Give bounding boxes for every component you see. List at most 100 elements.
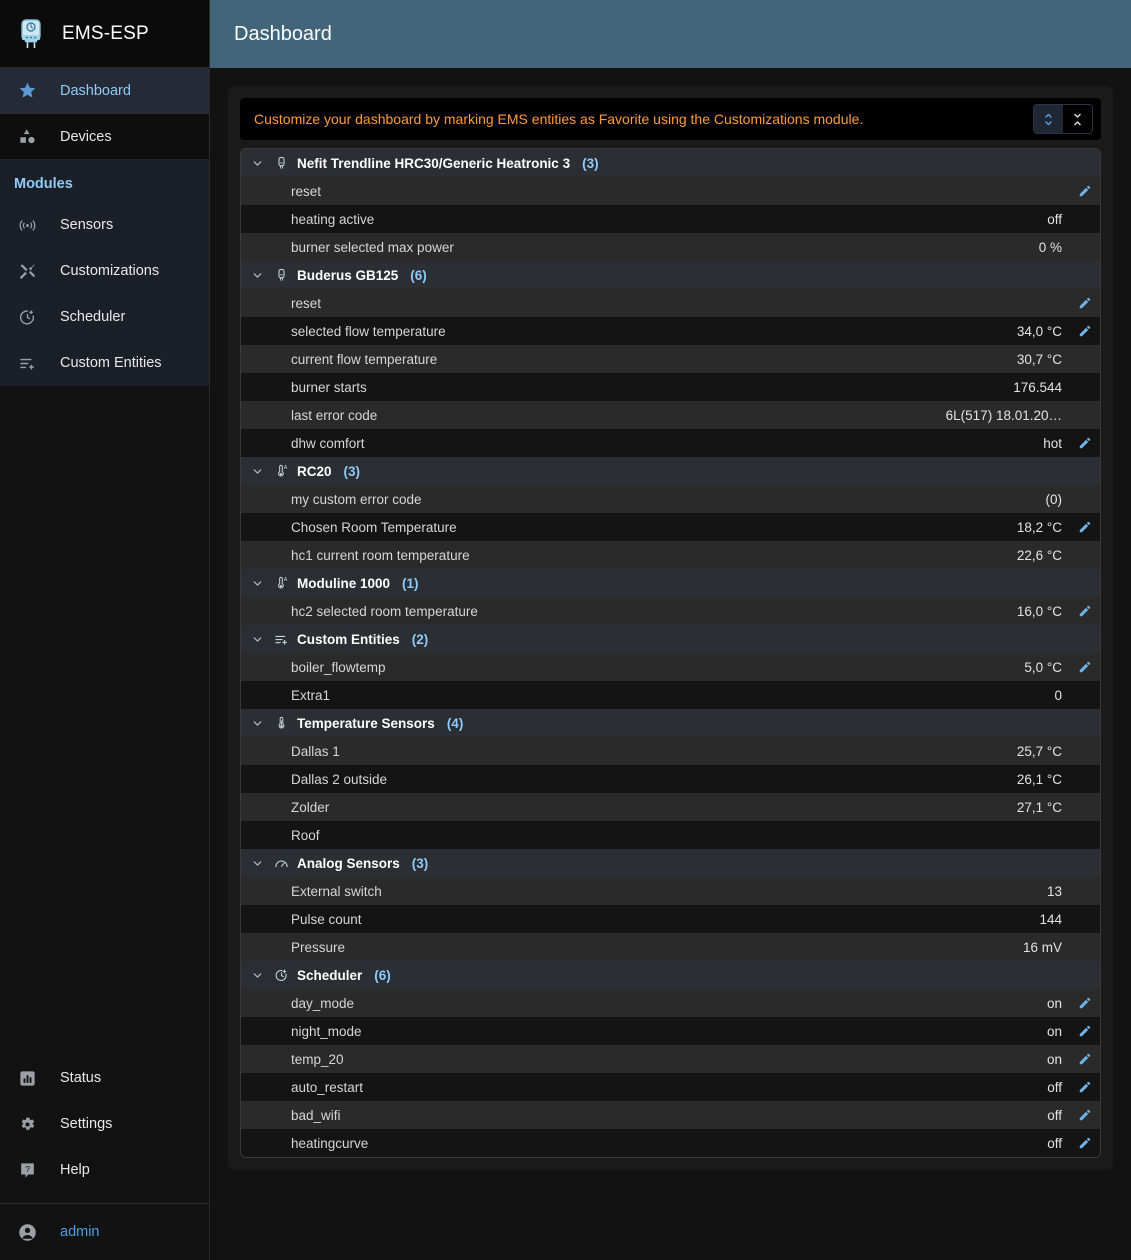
entity-name: boiler_flowtemp	[291, 659, 386, 675]
entity-name: selected flow temperature	[291, 323, 446, 339]
group-header[interactable]: Analog Sensors (3)	[241, 849, 1100, 877]
entity-value: 16 mV	[1022, 939, 1062, 955]
group-header[interactable]: Custom Entities (2)	[241, 625, 1100, 653]
chevron-down-icon[interactable]	[251, 717, 265, 730]
sidebar-item-customizations[interactable]: Customizations	[0, 248, 209, 294]
edit-pencil-icon[interactable]	[1070, 660, 1092, 674]
entity-value: 6L(517) 18.01.20…	[945, 407, 1062, 423]
sidebar-item-settings[interactable]: Settings	[0, 1101, 209, 1147]
table-row[interactable]: reset	[241, 289, 1100, 317]
entity-name: External switch	[291, 883, 382, 899]
clock-plus-icon	[273, 968, 289, 983]
entity-name: reset	[291, 295, 322, 311]
edit-pencil-icon[interactable]	[1070, 184, 1092, 198]
alert-button-group	[1033, 104, 1093, 134]
question-icon: ?	[14, 1161, 40, 1180]
group-header[interactable]: Nefit Trendline HRC30/Generic Heatronic …	[241, 149, 1100, 177]
sidebar-item-devices[interactable]: Devices	[0, 114, 209, 160]
table-row[interactable]: selected flow temperature 34,0 °C	[241, 317, 1100, 345]
edit-pencil-icon[interactable]	[1070, 1108, 1092, 1122]
sidebar-bottom-nav: Status Settings ?	[0, 1055, 209, 1260]
table-row[interactable]: hc2 selected room temperature 16,0 °C	[241, 597, 1100, 625]
table-row[interactable]: boiler_flowtemp 5,0 °C	[241, 653, 1100, 681]
sidebar-item-scheduler[interactable]: Scheduler	[0, 294, 209, 340]
entity-value: 27,1 °C	[1016, 799, 1062, 815]
table-row[interactable]: auto_restart off	[241, 1073, 1100, 1101]
sidebar-item-help[interactable]: ? Help	[0, 1147, 209, 1193]
table-row[interactable]: last error code 6L(517) 18.01.20…	[241, 401, 1100, 429]
table-row[interactable]: reset	[241, 177, 1100, 205]
entity-name: hc2 selected room temperature	[291, 603, 478, 619]
table-row[interactable]: Roof	[241, 821, 1100, 849]
table-row[interactable]: Chosen Room Temperature 18,2 °C	[241, 513, 1100, 541]
modules-label: Modules	[14, 176, 73, 192]
sidebar-item-user-label: admin	[60, 1224, 100, 1240]
entity-value: off	[1047, 211, 1062, 227]
table-row[interactable]: Extra1 0	[241, 681, 1100, 709]
group-count: (6)	[374, 967, 391, 983]
edit-pencil-icon[interactable]	[1070, 436, 1092, 450]
entity-value: 5,0 °C	[1024, 659, 1062, 675]
sidebar-item-custom-entities[interactable]: Custom Entities	[0, 340, 209, 386]
group-header[interactable]: Buderus GB125 (6)	[241, 261, 1100, 289]
table-row[interactable]: External switch 13	[241, 877, 1100, 905]
chart-bar-icon	[14, 1069, 40, 1088]
edit-pencil-icon[interactable]	[1070, 1080, 1092, 1094]
edit-pencil-icon[interactable]	[1070, 520, 1092, 534]
sidebar-item-sensors[interactable]: Sensors	[0, 202, 209, 248]
table-row[interactable]: hc1 current room temperature 22,6 °C	[241, 541, 1100, 569]
table-row[interactable]: temp_20 on	[241, 1045, 1100, 1073]
edit-pencil-icon[interactable]	[1070, 996, 1092, 1010]
table-row[interactable]: Pulse count 144	[241, 905, 1100, 933]
account-circle-icon	[14, 1222, 40, 1243]
edit-pencil-icon[interactable]	[1070, 1024, 1092, 1038]
group-title: Moduline 1000	[297, 575, 391, 591]
edit-pencil-icon[interactable]	[1070, 1052, 1092, 1066]
group-header[interactable]: RC20 (3)	[241, 457, 1100, 485]
chevron-down-icon[interactable]	[251, 157, 265, 170]
unfold-less-icon[interactable]	[1063, 105, 1092, 133]
table-row[interactable]: Pressure 16 mV	[241, 933, 1100, 961]
table-row[interactable]: day_mode on	[241, 989, 1100, 1017]
edit-pencil-icon[interactable]	[1070, 604, 1092, 618]
group-header[interactable]: Moduline 1000 (1)	[241, 569, 1100, 597]
entity-value: 176.544	[1013, 379, 1062, 395]
group-title: Buderus GB125	[297, 267, 399, 283]
table-row[interactable]: my custom error code (0)	[241, 485, 1100, 513]
group-header[interactable]: Scheduler (6)	[241, 961, 1100, 989]
chevron-down-icon[interactable]	[251, 633, 265, 646]
group-header[interactable]: Temperature Sensors (4)	[241, 709, 1100, 737]
chevron-down-icon[interactable]	[251, 465, 265, 478]
sidebar-item-user[interactable]: admin	[0, 1204, 209, 1260]
entity-name: night_mode	[291, 1023, 362, 1039]
entity-name: Dallas 1	[291, 743, 340, 759]
sidebar-item-dashboard[interactable]: Dashboard	[0, 68, 209, 114]
unfold-more-icon[interactable]	[1034, 105, 1063, 133]
boiler-device-icon	[273, 156, 289, 171]
table-row[interactable]: Dallas 2 outside 26,1 °C	[241, 765, 1100, 793]
table-row[interactable]: night_mode on	[241, 1017, 1100, 1045]
entity-value: 0 %	[1038, 239, 1062, 255]
primary-nav: Dashboard Devices	[0, 68, 209, 160]
table-row[interactable]: heatingcurve off	[241, 1129, 1100, 1157]
edit-pencil-icon[interactable]	[1070, 296, 1092, 310]
chevron-down-icon[interactable]	[251, 269, 265, 282]
group-title: Nefit Trendline HRC30/Generic Heatronic …	[297, 155, 571, 171]
sensor-broadcast-icon	[14, 216, 40, 235]
table-row[interactable]: bad_wifi off	[241, 1101, 1100, 1129]
edit-pencil-icon[interactable]	[1070, 324, 1092, 338]
table-row[interactable]: burner starts 176.544	[241, 373, 1100, 401]
sidebar-item-help-label: Help	[60, 1162, 90, 1178]
chevron-down-icon[interactable]	[251, 969, 265, 982]
chevron-down-icon[interactable]	[251, 857, 265, 870]
table-row[interactable]: Dallas 1 25,7 °C	[241, 737, 1100, 765]
table-row[interactable]: Zolder 27,1 °C	[241, 793, 1100, 821]
edit-pencil-icon[interactable]	[1070, 1136, 1092, 1150]
table-row[interactable]: heating active off	[241, 205, 1100, 233]
table-row[interactable]: burner selected max power 0 %	[241, 233, 1100, 261]
chevron-down-icon[interactable]	[251, 577, 265, 590]
sidebar-item-status[interactable]: Status	[0, 1055, 209, 1101]
entity-name: heatingcurve	[291, 1135, 369, 1151]
table-row[interactable]: current flow temperature 30,7 °C	[241, 345, 1100, 373]
table-row[interactable]: dhw comfort hot	[241, 429, 1100, 457]
